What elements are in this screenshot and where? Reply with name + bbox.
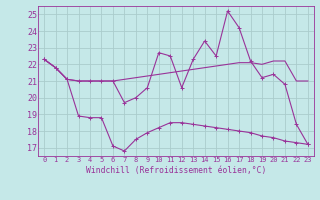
X-axis label: Windchill (Refroidissement éolien,°C): Windchill (Refroidissement éolien,°C): [86, 166, 266, 175]
